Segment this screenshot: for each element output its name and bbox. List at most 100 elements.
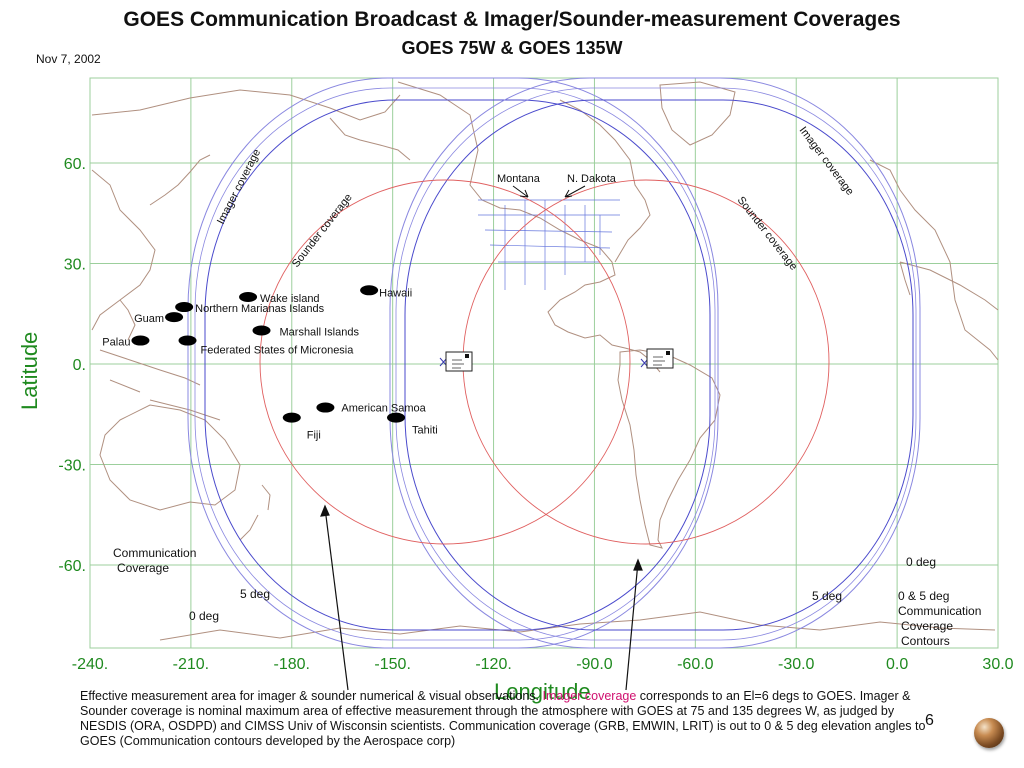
y-axis-ticks: 60. 30. 0. -30. -60. [58, 156, 86, 575]
arrow-montana [512, 185, 529, 198]
legend-line1: 0 & 5 deg [898, 589, 949, 603]
coast-siberia [91, 89, 401, 121]
x-axis-ticks: -240. -210. -180. -150. -120. -90.0 -60.0 -30.0… [72, 656, 1014, 673]
island-marker [252, 325, 271, 336]
x-tick-label: -30.0 [778, 656, 815, 673]
label-imager-right: Imager coverage [797, 125, 856, 198]
island-label: American Samoa [341, 403, 426, 415]
island-marker [165, 312, 184, 323]
island-label: Northern Marianas Islands [195, 303, 325, 315]
coast-east-north-america [559, 99, 651, 263]
island-label: Marshall Islands [280, 327, 360, 339]
satellite-icon-stamp [666, 351, 670, 355]
x-tick-label: -90.0 [576, 656, 613, 673]
coastlines [91, 81, 999, 641]
label-comm-line1: Communication [113, 546, 196, 560]
label-0deg-left: 0 deg [189, 609, 219, 623]
label-montana: Montana [497, 173, 541, 185]
y-tick-label: 60. [64, 156, 86, 173]
legend-line2: Communication [898, 604, 981, 618]
pointer-arrows [320, 504, 643, 691]
legend-line3: Coverage [901, 619, 953, 633]
x-axis-title: Longitude [494, 679, 591, 704]
caption-highlight: Imager coverage [542, 689, 637, 703]
page-subtitle: GOES 75W & GOES 135W [401, 38, 623, 58]
page-title: GOES Communication Broadcast & Imager/So… [123, 8, 901, 31]
x-tick-label: -120. [475, 656, 511, 673]
y-tick-label: -60. [58, 558, 86, 575]
us-state-borders [478, 199, 620, 290]
sphere-icon [974, 718, 1004, 748]
state-arrows [512, 185, 586, 198]
coast-philippines [99, 299, 221, 421]
imager-coverage-135w [187, 77, 719, 649]
island-label: Guam [134, 313, 164, 325]
island-label: Palau [102, 337, 130, 349]
imager-coverage-75w [389, 77, 921, 649]
island-marker [239, 292, 258, 302]
comm-coverage-75w-5deg [404, 99, 914, 631]
island-marker [387, 412, 406, 423]
coverage-curves [187, 77, 921, 649]
y-tick-label: 30. [64, 257, 86, 274]
label-n-dakota: N. Dakota [567, 173, 617, 185]
date-label: Nov 7, 2002 [36, 52, 101, 66]
comm-coverage-75w-0deg [395, 87, 917, 641]
x-tick-label: -210. [173, 656, 209, 673]
coast-alaska [329, 117, 411, 161]
arrow-right-pointer [625, 561, 639, 691]
grid-lines [89, 78, 999, 648]
coast-europe-africa [869, 159, 999, 361]
page-number: 6 [925, 712, 934, 729]
x-tick-label: 30.0 [982, 656, 1013, 673]
comm-coverage-135w-0deg [194, 87, 716, 641]
island-marker [131, 335, 150, 346]
satellite-75w [640, 348, 674, 369]
label-sounder-left: Sounder coverage [290, 192, 355, 270]
satellite-icon-stamp [465, 354, 469, 358]
island-label: Fiji [307, 430, 321, 442]
arrow-left-head [320, 504, 330, 517]
sounder-coverage-135w [259, 179, 631, 545]
coast-greenland [659, 81, 736, 146]
coast-north-america [397, 81, 661, 373]
coast-africa [899, 261, 999, 311]
x-tick-label: -240. [72, 656, 108, 673]
island-label: Federated States of Micronesia [201, 345, 355, 357]
island-label: Tahiti [412, 425, 438, 437]
label-imager-left: Imager coverage [215, 147, 263, 226]
island-marker [178, 335, 197, 346]
arrow-n-dakota [564, 185, 586, 198]
caption-part2: corresponds to an El=6 degs to GOES. Ima… [80, 689, 926, 748]
x-tick-label: -180. [274, 656, 310, 673]
coast-south-america [617, 349, 721, 549]
caption: Effective measurement area for imager & … [80, 689, 930, 749]
x-tick-label: -60.0 [677, 656, 714, 673]
label-0deg-right: 0 deg [906, 555, 936, 569]
coast-new-zealand [239, 484, 271, 541]
island-marker [316, 402, 335, 413]
arrow-left-pointer [324, 507, 349, 691]
x-tick-label: 0.0 [886, 656, 908, 673]
y-tick-label: 0. [73, 357, 86, 374]
satellite-135w [439, 351, 473, 372]
island-marker [282, 412, 301, 423]
island-label: Wake island [260, 293, 320, 305]
island-marker [360, 285, 379, 296]
satellite-icon-lines [653, 356, 665, 366]
island-marker [175, 302, 194, 313]
coast-asia [91, 169, 156, 331]
label-5deg-left: 5 deg [240, 587, 270, 601]
coast-australia [99, 404, 241, 511]
arrow-right-head [633, 558, 643, 571]
caption-part1: Effective measurement area for imager & … [80, 689, 543, 703]
x-tick-label: -150. [374, 656, 410, 673]
satellite-icon-lines [452, 359, 464, 369]
us-borders [478, 199, 620, 290]
coast-antarctica [159, 611, 996, 641]
label-5deg-right: 5 deg [812, 589, 842, 603]
y-tick-label: -30. [58, 458, 86, 475]
legend-line4: Contours [901, 634, 950, 648]
